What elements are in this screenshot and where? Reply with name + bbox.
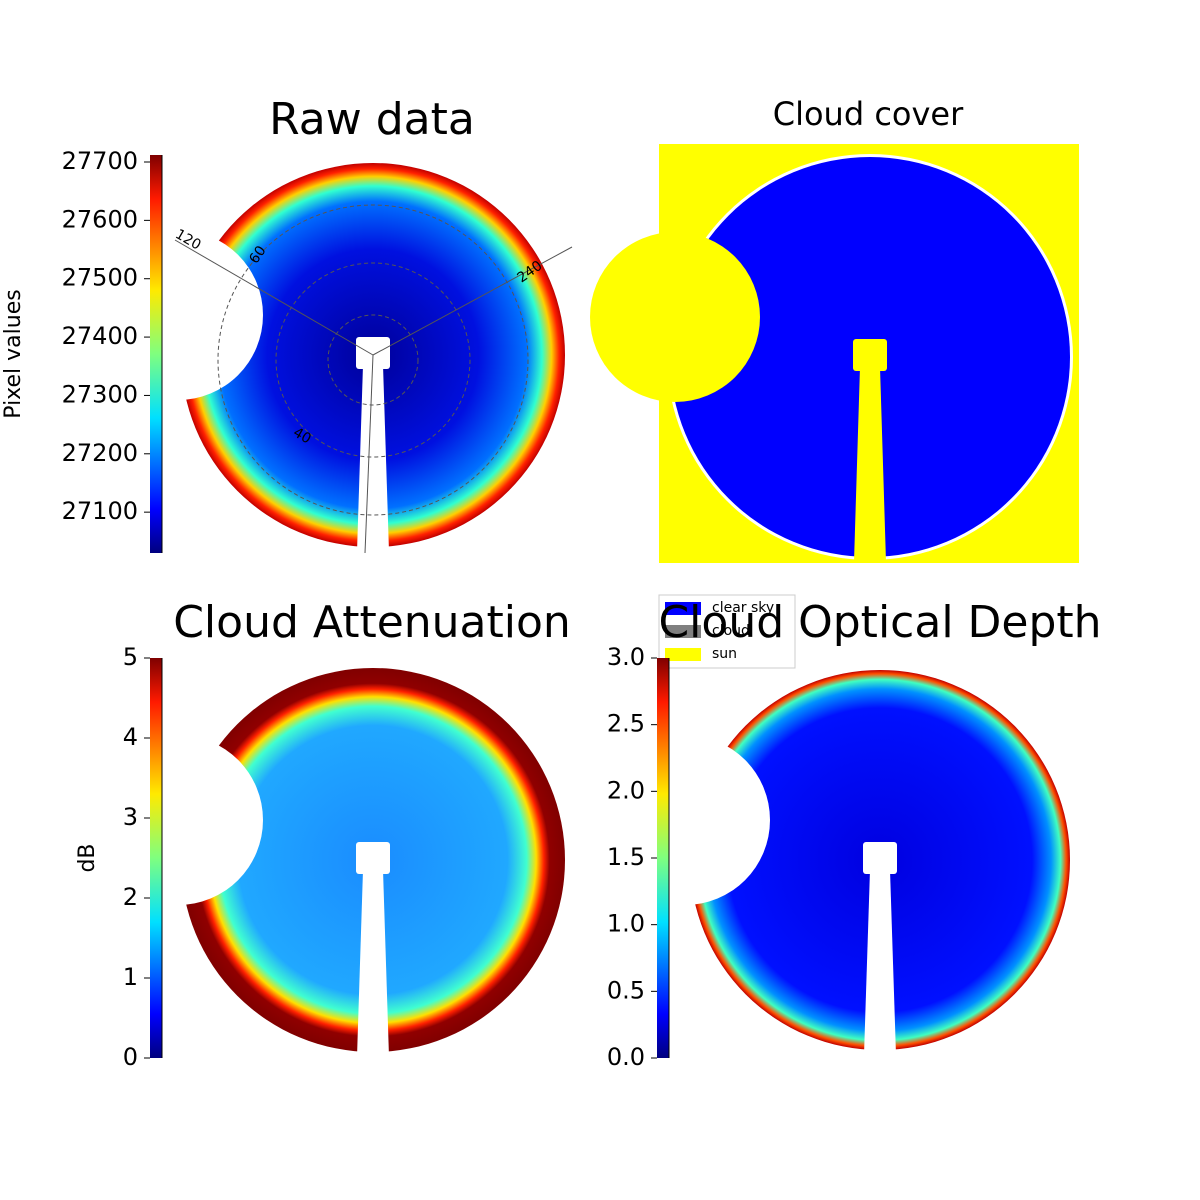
panels: Raw data12060240402710027200273002740027…	[1, 94, 1102, 1071]
mast-head	[356, 842, 390, 874]
polar-spoke	[372, 246, 573, 356]
colorbar-tick-label: 5	[123, 643, 138, 671]
colorbar-tick-label: 27600	[62, 205, 138, 233]
colorbar-tick-label: 0	[123, 1043, 138, 1071]
colorbar-tick-label: 27200	[62, 439, 138, 467]
polar-ring	[327, 314, 419, 406]
colorbar-tick-label: 3	[123, 803, 138, 831]
mast-head	[853, 339, 887, 371]
legend-label: cloud	[712, 623, 750, 639]
polar-spoke	[364, 354, 374, 554]
obstruction	[590, 232, 760, 402]
colorbar-tick-label: 27100	[62, 497, 138, 525]
panel-title: Cloud cover	[773, 95, 964, 133]
colorbar	[150, 155, 162, 553]
colorbar	[150, 658, 162, 1058]
colorbar-tick-label: 27500	[62, 264, 138, 292]
mast	[357, 365, 389, 552]
polar-label: 40	[290, 425, 313, 448]
colorbar-tick-label: 2	[123, 883, 138, 911]
legend-swatch	[665, 602, 701, 615]
legend-swatch	[665, 648, 701, 661]
sky-image	[590, 157, 1070, 562]
colorbar	[657, 658, 669, 1058]
legend-swatch	[665, 625, 701, 638]
colorbar-tick-label: 27400	[62, 322, 138, 350]
legend-label: sun	[712, 646, 737, 662]
mast-head	[863, 842, 897, 874]
sky-image	[93, 163, 565, 552]
colorbar-tick-label: 3.0	[607, 643, 645, 671]
colorbar-tick-label: 1	[123, 963, 138, 991]
obstruction	[93, 230, 263, 400]
colorbar-tick-label: 2.0	[607, 776, 645, 804]
colorbar-tick-label: 1.5	[607, 843, 645, 871]
obstruction	[600, 735, 770, 905]
colorbar-tick-label: 0.5	[607, 976, 645, 1004]
sky-image	[600, 670, 1070, 1055]
obstruction	[93, 735, 263, 905]
colorbar-label: dB	[75, 843, 100, 872]
polar-ring	[217, 204, 529, 516]
colorbar-tick-label: 4	[123, 723, 138, 751]
mast	[864, 870, 896, 1055]
colorbar-label: Pixel values	[1, 289, 26, 418]
colorbar-tick-label: 2.5	[607, 710, 645, 738]
colorbar-tick-label: 1.0	[607, 910, 645, 938]
panel-title: Cloud Attenuation	[173, 597, 571, 648]
mast-head	[356, 337, 390, 369]
mast	[357, 870, 389, 1057]
mast	[854, 367, 886, 562]
polar-ring	[275, 262, 471, 458]
panel-title: Raw data	[269, 94, 475, 145]
panel-title: Cloud Optical Depth	[658, 597, 1101, 648]
legend-label: clear sky	[712, 600, 774, 616]
sky-image	[93, 668, 565, 1057]
colorbar-tick-label: 27300	[62, 380, 138, 408]
colorbar-tick-label: 27700	[62, 147, 138, 175]
polar-grid	[174, 204, 573, 554]
colorbar-tick-label: 0.0	[607, 1043, 645, 1071]
polar-spoke	[174, 239, 374, 356]
